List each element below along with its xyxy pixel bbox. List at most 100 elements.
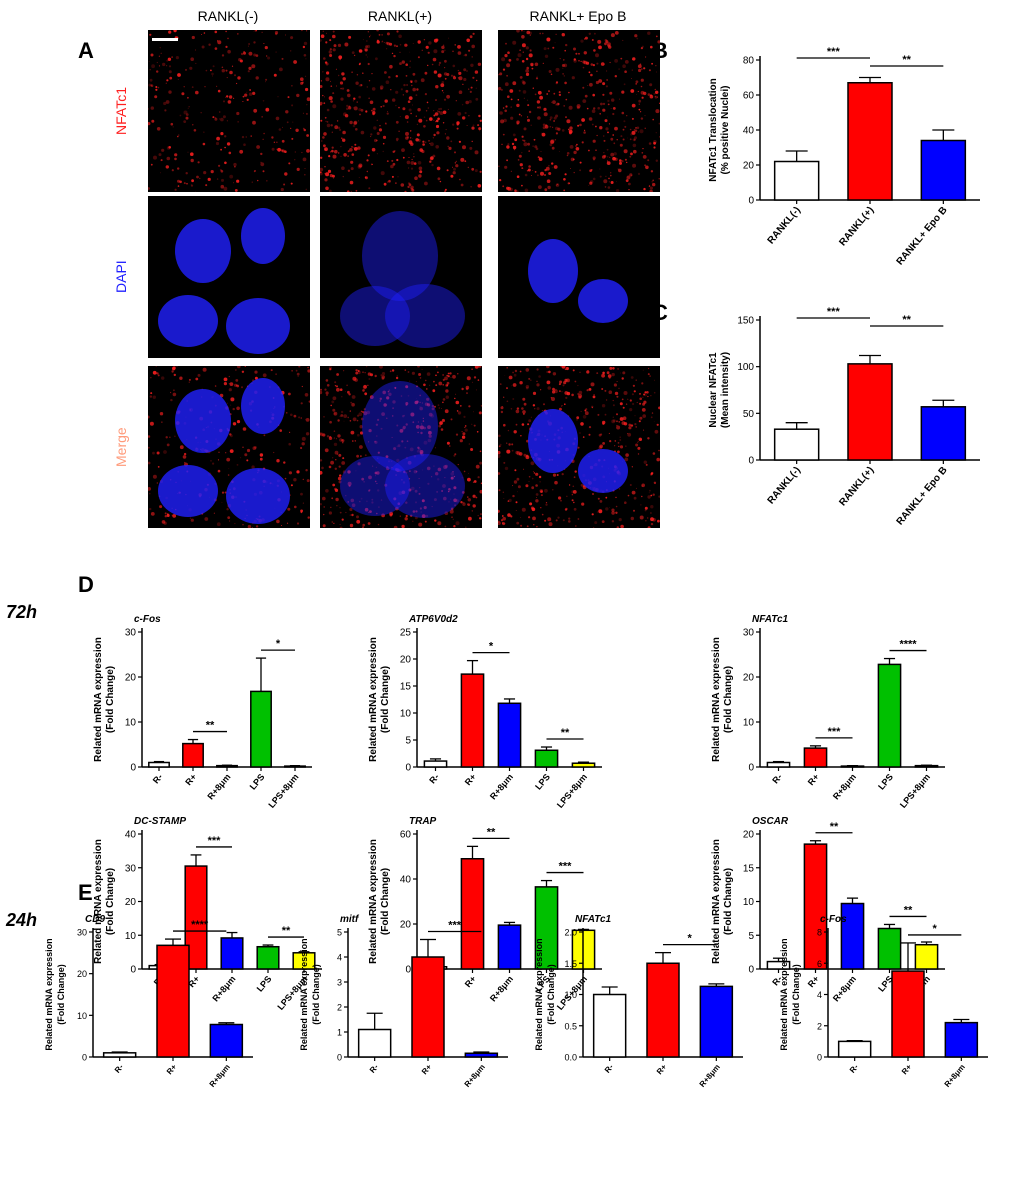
y-tick-label: 40 [125, 830, 137, 841]
bar [216, 764, 238, 768]
time-label-24h: 24h [6, 910, 38, 930]
y-tick-label: 60 [400, 830, 412, 841]
micrograph-column-label: RANKL(+) [367, 8, 433, 24]
y-tick-label: 15 [400, 682, 412, 693]
x-tick-label: LPS+8μm [555, 772, 589, 810]
panel-label-d: D [78, 572, 94, 597]
x-tick-label: LPS+8μm [266, 772, 300, 810]
x-tick-label: RANKL(+) [837, 205, 876, 248]
y-axis-label: (Fold Change) [105, 868, 116, 935]
chart-c: 0 50 100 150 Nuclear NFATc1 (Mean intensity) R… [708, 306, 980, 527]
x-tick-label: R+8μm [943, 1063, 967, 1089]
x-tick-label: R+ [900, 1062, 914, 1076]
y-tick-label: 150 [737, 316, 754, 327]
micrograph-column-label: RANKL(-) [197, 8, 259, 24]
x-tick-label: R- [427, 772, 441, 786]
x-tick-label: LPS [248, 772, 267, 792]
x-tick-label: R+ [463, 772, 478, 787]
bar [102, 1052, 137, 1058]
y-tick-label: 4 [337, 953, 342, 963]
y-tick-label: 1.5 [564, 959, 577, 969]
y-tick-label: 10 [77, 1011, 87, 1021]
significance-label: * [276, 638, 281, 650]
bar [847, 363, 893, 461]
micrograph-image [320, 366, 482, 528]
y-axis-label: Related mRNA expression [711, 839, 722, 964]
y-tick-label: 10 [125, 718, 137, 729]
micrograph-row-label: Merge [113, 427, 129, 467]
bar [592, 993, 627, 1058]
x-tick-label: RANKL(-) [766, 465, 803, 507]
bar [847, 82, 893, 201]
significance-label: *** [448, 920, 462, 932]
y-tick-label: 60 [743, 91, 755, 102]
micrograph-image [498, 196, 660, 358]
bar [646, 962, 680, 1058]
significance-label: *** [208, 835, 222, 847]
bar [891, 970, 925, 1058]
y-axis-label: (% positive Nuclei) [720, 86, 731, 175]
chart-title: c-Fos [134, 614, 161, 625]
bar [534, 749, 559, 768]
y-tick-label: 0 [748, 456, 754, 467]
x-tick-label: R+ [655, 1062, 669, 1076]
chart-e2: mitf 0 1 2 3 4 5 Related mRNA expression (Fold C… [299, 914, 508, 1089]
significance-label: **** [899, 639, 917, 651]
y-tick-label: 1 [337, 1028, 342, 1038]
panel-label-e: E [78, 880, 93, 905]
significance-label: **** [191, 919, 209, 931]
y-tick-label: 50 [743, 409, 755, 420]
y-axis-label: Related mRNA expression [93, 839, 104, 964]
bar [156, 944, 190, 1058]
y-tick-label: 40 [743, 126, 755, 137]
y-tick-label: 2 [817, 1021, 822, 1031]
x-tick-label: R- [368, 1062, 381, 1075]
y-tick-label: 0 [337, 1053, 342, 1063]
significance-label: * [489, 641, 494, 653]
y-tick-label: 5 [405, 736, 411, 747]
x-tick-label: R+8μm [698, 1063, 722, 1089]
y-axis-label: NFATc1 Translocation [708, 78, 719, 182]
bar [773, 160, 820, 201]
y-tick-label: 0 [748, 965, 754, 976]
x-tick-label: RANKL(-) [766, 205, 803, 247]
chart-d2: ATP6V0d2 0 5 10 15 20 25 Related mRNA expressio… [368, 614, 602, 810]
y-tick-label: 20 [125, 673, 137, 684]
y-tick-label: 40 [400, 875, 412, 886]
chart-e1: CD9 0 10 20 30 Related mRNA expression (Fold C… [44, 914, 253, 1089]
x-tick-label: R- [848, 1062, 861, 1075]
micrograph-image [498, 30, 660, 192]
chart-title: TRAP [409, 816, 437, 827]
micrograph-image [498, 366, 660, 528]
bar [837, 1040, 872, 1058]
significance-label: ** [902, 314, 911, 326]
bar [920, 139, 967, 201]
y-tick-label: 20 [77, 969, 87, 979]
y-tick-label: 0 [130, 763, 136, 774]
x-tick-label: R+ [806, 772, 821, 787]
y-tick-label: 10 [743, 718, 755, 729]
bar [209, 1023, 244, 1058]
y-axis-label: (Fold Change) [723, 666, 734, 733]
chart-title: ATP6V0d2 [408, 614, 458, 625]
x-tick-label: RANKL+ Epo B [895, 205, 950, 268]
significance-label: ** [902, 54, 911, 66]
y-tick-label: 0.5 [564, 1021, 577, 1031]
micrograph-image [148, 366, 310, 528]
y-tick-label: 0 [748, 763, 754, 774]
y-axis-label: Related mRNA expression [534, 938, 544, 1050]
x-tick-label: R- [770, 772, 784, 786]
y-tick-label: 1.0 [564, 990, 577, 1000]
x-tick-label: R- [603, 1062, 616, 1075]
micrograph-column-label: RANKL+ Epo B [529, 8, 627, 24]
y-axis-label: (Fold Change) [56, 964, 66, 1025]
micrograph-image [320, 30, 482, 192]
significance-label: ** [830, 821, 839, 833]
significance-label: ** [206, 720, 215, 732]
bar [766, 761, 791, 768]
micrograph-row-label: NFATc1 [113, 87, 129, 135]
y-tick-label: 3 [337, 978, 342, 988]
micrograph-row-label: DAPI [113, 260, 129, 294]
bar [423, 760, 448, 768]
y-tick-label: 30 [77, 928, 87, 938]
